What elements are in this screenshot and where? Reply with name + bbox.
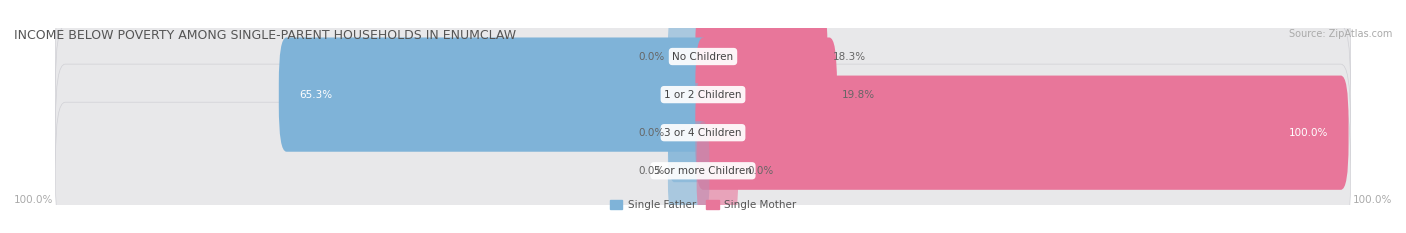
Text: 65.3%: 65.3% (299, 90, 332, 99)
FancyBboxPatch shape (668, 7, 710, 106)
FancyBboxPatch shape (668, 83, 710, 182)
Legend: Single Father, Single Mother: Single Father, Single Mother (606, 196, 800, 214)
Text: 0.0%: 0.0% (748, 166, 773, 176)
Text: 100.0%: 100.0% (1353, 195, 1392, 206)
Text: 0.0%: 0.0% (638, 51, 665, 62)
FancyBboxPatch shape (696, 121, 738, 220)
Text: 0.0%: 0.0% (638, 166, 665, 176)
Text: Source: ZipAtlas.com: Source: ZipAtlas.com (1288, 29, 1392, 39)
Text: 1 or 2 Children: 1 or 2 Children (664, 90, 742, 99)
Text: INCOME BELOW POVERTY AMONG SINGLE-PARENT HOUSEHOLDS IN ENUMCLAW: INCOME BELOW POVERTY AMONG SINGLE-PARENT… (14, 29, 516, 42)
Text: 100.0%: 100.0% (14, 195, 53, 206)
FancyBboxPatch shape (668, 121, 710, 220)
FancyBboxPatch shape (278, 38, 710, 152)
FancyBboxPatch shape (696, 75, 1348, 190)
Text: 18.3%: 18.3% (832, 51, 866, 62)
FancyBboxPatch shape (55, 102, 1351, 233)
FancyBboxPatch shape (696, 38, 837, 152)
FancyBboxPatch shape (55, 0, 1351, 125)
Text: 0.0%: 0.0% (638, 128, 665, 138)
Text: 100.0%: 100.0% (1289, 128, 1329, 138)
FancyBboxPatch shape (55, 64, 1351, 201)
FancyBboxPatch shape (55, 26, 1351, 163)
Text: 19.8%: 19.8% (842, 90, 875, 99)
Text: 5 or more Children: 5 or more Children (654, 166, 752, 176)
Text: 3 or 4 Children: 3 or 4 Children (664, 128, 742, 138)
FancyBboxPatch shape (696, 0, 827, 114)
Text: No Children: No Children (672, 51, 734, 62)
